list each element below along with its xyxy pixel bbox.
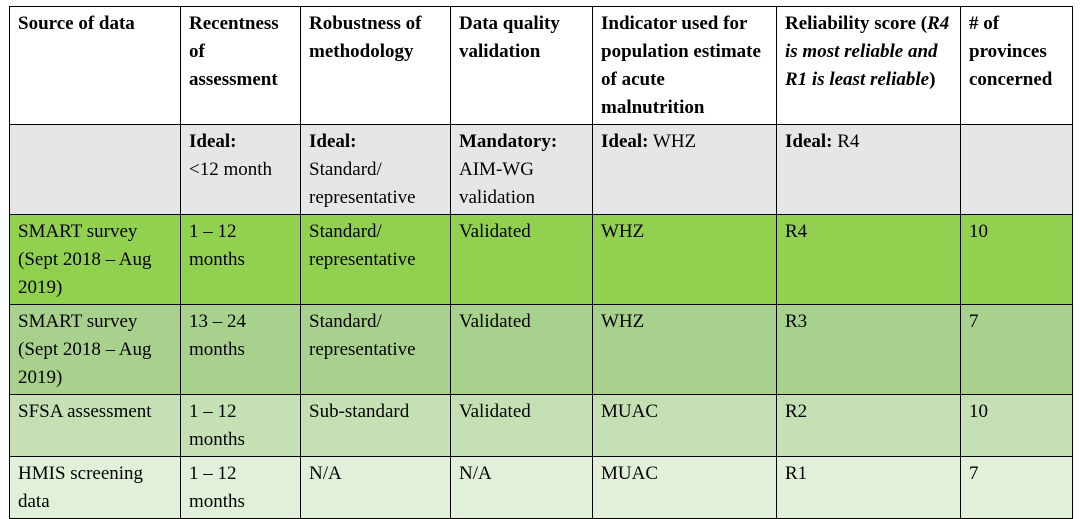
data-source-reliability-table: Source of data Recentness of assessment … [9,6,1073,519]
row-indicator: WHZ [592,214,777,305]
ideal-recentness-value: <12 month [189,159,273,180]
header-robustness-text: Robustness of methodology [309,13,422,62]
row-reliability: R1 [776,456,961,519]
header-quality: Data quality validation [450,6,593,125]
row-provinces: 7 [960,456,1073,519]
header-recentness: Recentness of assessment [180,6,301,125]
header-source-text: Source of data [18,13,135,34]
header-provinces-text: # of provinces concerned [969,13,1053,90]
row-robustness: Standard/ representative [300,304,451,395]
header-quality-text: Data quality validation [459,13,560,62]
ideal-robustness-value: Standard/ representative [309,159,416,208]
row-recentness: 1 – 12 months [180,394,301,457]
ideal-robustness-label: Ideal: [309,131,357,152]
row-recentness: 1 – 12 months [180,456,301,519]
header-reliability-note: R4 is most reliable and R1 is least reli… [785,13,950,90]
row-quality: N/A [450,456,593,519]
ideal-source-cell [9,124,181,215]
header-reliability-open: Reliability score ( [785,13,928,34]
row-recentness: 13 – 24 months [180,304,301,395]
ideal-indicator-cell: Ideal: WHZ [592,124,777,215]
table-row: SFSA assessment 1 – 12 months Sub-standa… [9,394,1073,457]
row-reliability: R3 [776,304,961,395]
ideal-quality-label: Mandatory: [459,131,558,152]
header-provinces: # of provinces concerned [960,6,1073,125]
row-robustness: Sub-standard [300,394,451,457]
ideal-indicator-label: Ideal: [601,131,649,152]
table-row: SMART survey (Sept 2018 – Aug 2019) 1 – … [9,214,1073,305]
ideal-recentness-cell: Ideal: <12 month [180,124,301,215]
row-provinces: 10 [960,394,1073,457]
row-indicator: WHZ [592,304,777,395]
row-source: HMIS screening data [9,456,181,519]
ideal-reliability-label: Ideal: [785,131,833,152]
header-row: Source of data Recentness of assessment … [9,6,1073,125]
ideal-recentness-label: Ideal: [189,131,237,152]
ideal-indicator-value: WHZ [648,131,697,152]
table-row: SMART survey (Sept 2018 – Aug 2019) 13 –… [9,304,1073,395]
row-indicator: MUAC [592,456,777,519]
row-reliability: R2 [776,394,961,457]
row-provinces: 7 [960,304,1073,395]
row-source: SMART survey (Sept 2018 – Aug 2019) [9,304,181,395]
row-robustness: N/A [300,456,451,519]
header-indicator-text: Indicator used for population estimate o… [601,13,761,118]
header-robustness: Robustness of methodology [300,6,451,125]
row-source: SFSA assessment [9,394,181,457]
ideal-quality-value: AIM-WG validation [459,159,535,208]
row-reliability: R4 [776,214,961,305]
header-indicator: Indicator used for population estimate o… [592,6,777,125]
ideal-reliability-cell: Ideal: R4 [776,124,961,215]
row-robustness: Standard/ representative [300,214,451,305]
row-recentness: 1 – 12 months [180,214,301,305]
header-source: Source of data [9,6,181,125]
ideal-robustness-cell: Ideal: Standard/ representative [300,124,451,215]
header-reliability: Reliability score (R4 is most reliable a… [776,6,961,125]
table-row: HMIS screening data 1 – 12 months N/A N/… [9,456,1073,519]
row-source: SMART survey (Sept 2018 – Aug 2019) [9,214,181,305]
ideal-reliability-value: R4 [832,131,860,152]
header-recentness-text: Recentness of assessment [189,13,279,90]
ideal-row: Ideal: <12 month Ideal: Standard/ represen… [9,124,1073,215]
ideal-provinces-cell [960,124,1073,215]
row-quality: Validated [450,394,593,457]
row-provinces: 10 [960,214,1073,305]
ideal-quality-cell: Mandatory: AIM-WG validation [450,124,593,215]
row-indicator: MUAC [592,394,777,457]
header-reliability-close: ) [929,69,936,90]
row-quality: Validated [450,304,593,395]
row-quality: Validated [450,214,593,305]
